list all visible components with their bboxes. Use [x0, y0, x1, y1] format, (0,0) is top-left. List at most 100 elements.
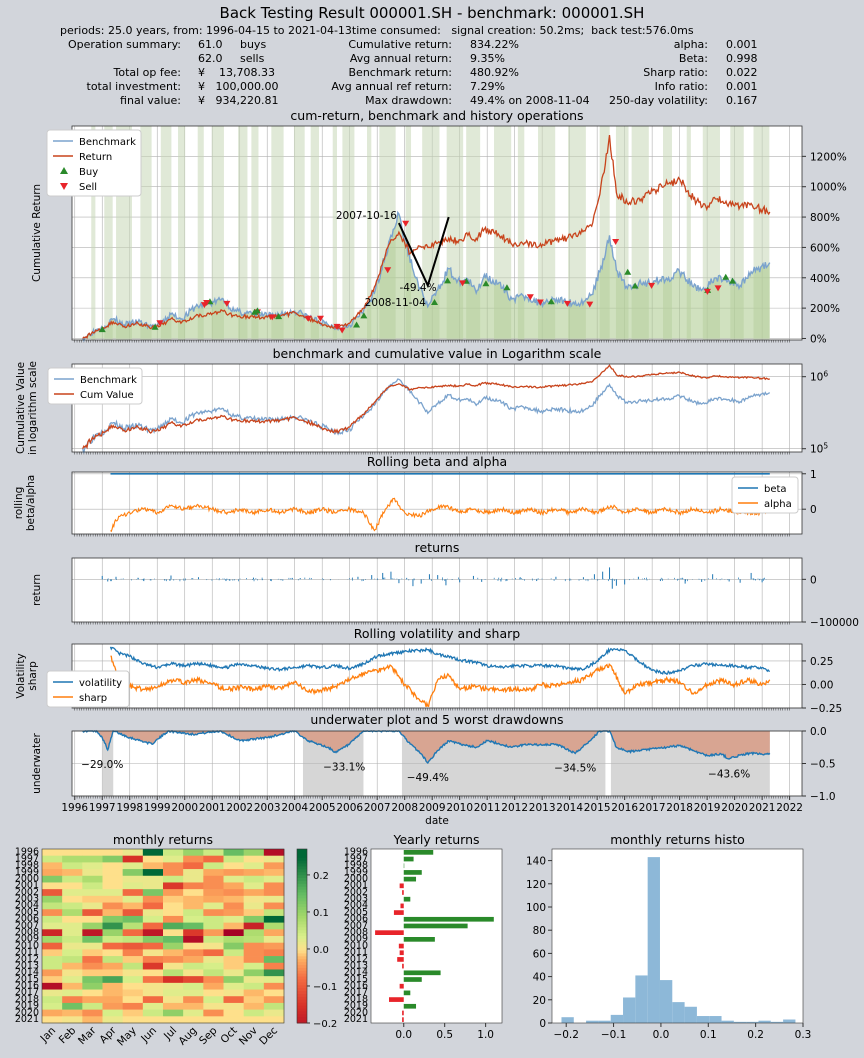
col2-value: 49.4% on 2008-11-04 [470, 94, 590, 107]
colorbar-segment [297, 982, 307, 986]
y-axis-label-line: Cumulative Value [15, 362, 27, 454]
buy-marker [431, 299, 439, 306]
yearly-year-label: 2009 [344, 934, 368, 945]
legend-label: Sell [79, 182, 97, 193]
holding-band [91, 126, 96, 340]
holding-band [271, 126, 284, 340]
heatmap-cell [243, 942, 265, 950]
colorbar-tick-label: −0.2 [313, 1019, 337, 1030]
yearly-bar [403, 870, 422, 875]
heatmap-month-label: May [115, 1025, 139, 1049]
colorbar-segment [297, 1017, 307, 1021]
heatmap-cell [203, 889, 224, 897]
yearly-bar [393, 910, 404, 915]
heatmap-cell [142, 982, 164, 990]
heatmap-cell [102, 855, 123, 863]
heatmap-cell [223, 909, 244, 917]
heatmap-cell [243, 909, 265, 917]
col3-value: 0.001 [726, 80, 758, 93]
heatmap-cell [163, 956, 184, 964]
heatmap-cell [163, 996, 184, 1004]
holding-band [104, 126, 113, 340]
heatmap-cell [42, 949, 63, 957]
heatmap-year-label: 2006 [15, 914, 39, 925]
heatmap-cell [183, 1016, 204, 1024]
col2-value: 7.29% [470, 80, 505, 93]
heatmap-cell [42, 875, 63, 883]
colorbar-segment [297, 927, 307, 931]
returns-panel-plot-area [72, 558, 802, 622]
heatmap-cell [42, 1016, 63, 1024]
log-panel [71, 363, 803, 455]
sell-marker [316, 315, 324, 322]
heatmap-cell [62, 855, 83, 863]
heatmap-cell [142, 889, 164, 897]
heatmap-cell [42, 895, 63, 903]
holding-band [422, 126, 440, 340]
heatmap-cell [183, 915, 204, 923]
heatmap-cell [263, 982, 285, 990]
yearly-year-label: 1997 [344, 853, 368, 864]
heatmap-cell [203, 915, 224, 923]
yearly-bar [403, 896, 411, 902]
cum-return-panel: 2007-10-16 -49.4% 2008-11-04 [71, 125, 803, 343]
x-tick-label: 2018 [666, 802, 693, 814]
colorbar-segment [297, 918, 307, 922]
heatmap-cell [122, 915, 144, 923]
x-tick-label: 2004 [281, 802, 308, 814]
heatmap-cell [102, 902, 123, 910]
heatmap-cell [102, 996, 123, 1004]
heatmap-cell [42, 889, 63, 897]
heatmap-cell [102, 889, 123, 897]
yearly-year-label: 1999 [344, 867, 368, 878]
buy-marker [275, 313, 283, 320]
histo-bar [770, 1021, 784, 1023]
heatmap-cell [183, 982, 204, 990]
heatmap-cell [263, 976, 285, 984]
heatmap-cell [142, 895, 164, 903]
histo-bar [721, 1020, 734, 1023]
colorbar-segment [297, 866, 307, 870]
yearly-year-label: 2017 [344, 987, 368, 998]
heatmap-cell [263, 922, 285, 930]
colorbar-tick-label: 0.1 [313, 908, 329, 919]
buy-marker [503, 284, 511, 291]
heatmap-cell [62, 889, 83, 897]
heatmap-cell [183, 936, 204, 943]
heatmap-cell [243, 882, 265, 890]
x-tick-label: 2013 [529, 802, 556, 814]
heatmap-cell [82, 1009, 103, 1017]
heatmap-cell [263, 862, 285, 870]
colorbar-frame [296, 848, 308, 1024]
heatmap-cell [183, 962, 204, 970]
heatmap-cell [223, 915, 244, 923]
yearly-bar [402, 1010, 404, 1016]
col2-value: 9.35% [470, 52, 505, 65]
heatmap-cell [223, 942, 244, 950]
yearly-year-label: 2010 [344, 940, 368, 951]
colorbar-segment [297, 886, 307, 891]
colorbar-segment [297, 860, 307, 864]
legend-label: beta [764, 484, 787, 495]
colorbar-segment [297, 901, 307, 905]
yearly-bar [403, 977, 422, 982]
heatmap-cell [163, 909, 184, 917]
heatmap-cell [42, 902, 63, 910]
y-tick-label: 20 [533, 995, 546, 1007]
heatmap-cell [243, 855, 265, 863]
heatmap-cell [142, 949, 164, 957]
heatmap-cell [62, 895, 83, 903]
heatmap-cell [223, 936, 244, 943]
y-tick-label: −0.25 [810, 703, 842, 715]
y-axis-label-line: return [31, 574, 43, 606]
colorbar-segment [297, 953, 307, 957]
volatility-panel [71, 643, 803, 711]
y-tick-label: 0.25 [810, 656, 833, 668]
yearly-bar [397, 957, 404, 962]
panel-title: returns [415, 540, 460, 555]
sell-marker [459, 280, 467, 287]
y-axis-label-line: sharp [27, 661, 39, 691]
yearly-bar [403, 856, 414, 862]
heatmap-cell [142, 976, 164, 984]
y-tick-label: 800% [810, 212, 840, 224]
